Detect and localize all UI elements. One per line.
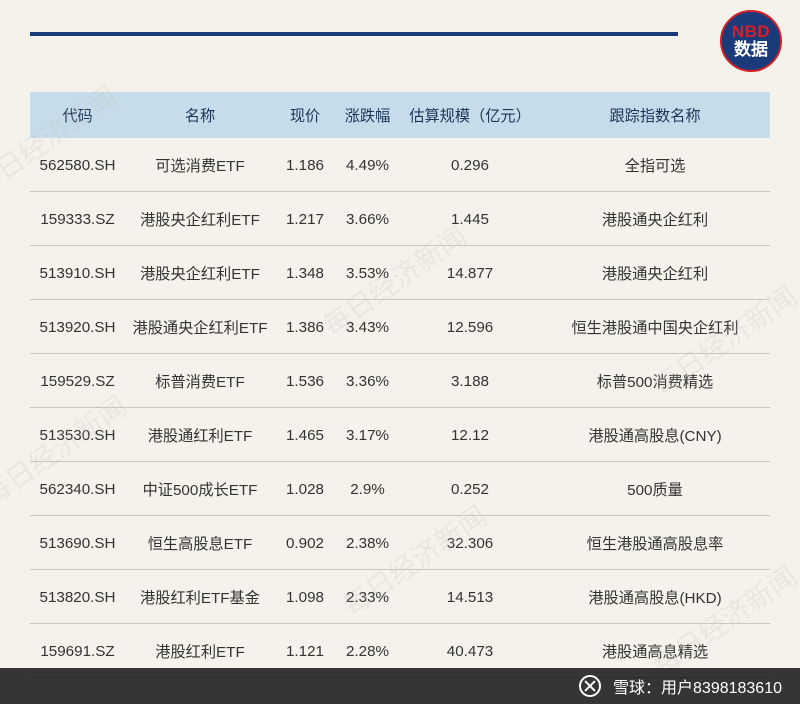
- col-header-price: 现价: [275, 92, 335, 138]
- table-row: 513820.SH港股红利ETF基金1.0982.33%14.513港股通高股息…: [30, 570, 770, 624]
- cell-name: 可选消费ETF: [125, 138, 275, 192]
- col-header-aum: 估算规模（亿元）: [400, 92, 540, 138]
- cell-aum: 0.296: [400, 138, 540, 192]
- cell-chg: 4.49%: [335, 138, 400, 192]
- cell-code: 159529.SZ: [30, 354, 125, 408]
- etf-table-head: 代码名称现价涨跌幅估算规模（亿元）跟踪指数名称: [30, 92, 770, 138]
- cell-index: 500质量: [540, 462, 770, 516]
- cell-name: 港股红利ETF基金: [125, 570, 275, 624]
- col-header-chg: 涨跌幅: [335, 92, 400, 138]
- footer-attribution: 雪球：用户8398183610: [0, 668, 800, 704]
- nbd-badge-bottom: 数据: [734, 41, 768, 59]
- cell-index: 全指可选: [540, 138, 770, 192]
- cell-chg: 3.36%: [335, 354, 400, 408]
- cell-aum: 3.188: [400, 354, 540, 408]
- cell-aum: 12.12: [400, 408, 540, 462]
- cell-price: 0.902: [275, 516, 335, 570]
- cell-index: 港股通央企红利: [540, 246, 770, 300]
- col-header-code: 代码: [30, 92, 125, 138]
- cell-price: 1.217: [275, 192, 335, 246]
- etf-table-body: 562580.SH可选消费ETF1.1864.49%0.296全指可选15933…: [30, 138, 770, 678]
- table-row: 513920.SH港股通央企红利ETF1.3863.43%12.596恒生港股通…: [30, 300, 770, 354]
- col-header-name: 名称: [125, 92, 275, 138]
- cell-code: 562580.SH: [30, 138, 125, 192]
- table-row: 513530.SH港股通红利ETF1.4653.17%12.12港股通高股息(C…: [30, 408, 770, 462]
- table-row: 562580.SH可选消费ETF1.1864.49%0.296全指可选: [30, 138, 770, 192]
- cell-index: 港股通央企红利: [540, 192, 770, 246]
- table-row: 513690.SH恒生高股息ETF0.9022.38%32.306恒生港股通高股…: [30, 516, 770, 570]
- table-row: 562340.SH中证500成长ETF1.0282.9%0.252500质量: [30, 462, 770, 516]
- cell-price: 1.536: [275, 354, 335, 408]
- cell-name: 港股央企红利ETF: [125, 246, 275, 300]
- nbd-badge-top: NBD: [732, 23, 770, 41]
- cell-chg: 3.17%: [335, 408, 400, 462]
- cell-name: 标普消费ETF: [125, 354, 275, 408]
- cell-name: 港股通央企红利ETF: [125, 300, 275, 354]
- cell-index: 港股通高股息(HKD): [540, 570, 770, 624]
- cell-name: 恒生高股息ETF: [125, 516, 275, 570]
- cell-aum: 12.596: [400, 300, 540, 354]
- cell-aum: 0.252: [400, 462, 540, 516]
- xueqiu-icon: [579, 675, 601, 697]
- cell-code: 513820.SH: [30, 570, 125, 624]
- cell-name: 中证500成长ETF: [125, 462, 275, 516]
- cell-code: 513690.SH: [30, 516, 125, 570]
- footer-text: 雪球：用户8398183610: [613, 674, 782, 698]
- header-rule: [30, 32, 678, 36]
- cell-price: 1.098: [275, 570, 335, 624]
- cell-name: 港股央企红利ETF: [125, 192, 275, 246]
- cell-code: 513910.SH: [30, 246, 125, 300]
- cell-chg: 2.9%: [335, 462, 400, 516]
- col-header-index: 跟踪指数名称: [540, 92, 770, 138]
- cell-index: 恒生港股通中国央企红利: [540, 300, 770, 354]
- cell-code: 513920.SH: [30, 300, 125, 354]
- cell-chg: 2.38%: [335, 516, 400, 570]
- cell-price: 1.348: [275, 246, 335, 300]
- table-row: 159529.SZ标普消费ETF1.5363.36%3.188标普500消费精选: [30, 354, 770, 408]
- cell-index: 港股通高股息(CNY): [540, 408, 770, 462]
- cell-chg: 3.66%: [335, 192, 400, 246]
- cell-name: 港股通红利ETF: [125, 408, 275, 462]
- cell-price: 1.386: [275, 300, 335, 354]
- cell-chg: 3.43%: [335, 300, 400, 354]
- cell-chg: 3.53%: [335, 246, 400, 300]
- cell-aum: 1.445: [400, 192, 540, 246]
- cell-chg: 2.33%: [335, 570, 400, 624]
- etf-table: 代码名称现价涨跌幅估算规模（亿元）跟踪指数名称 562580.SH可选消费ETF…: [30, 92, 770, 678]
- table-row: 159333.SZ港股央企红利ETF1.2173.66%1.445港股通央企红利: [30, 192, 770, 246]
- cell-price: 1.465: [275, 408, 335, 462]
- cell-code: 513530.SH: [30, 408, 125, 462]
- nbd-badge: NBD 数据: [720, 10, 782, 72]
- cell-aum: 14.513: [400, 570, 540, 624]
- cell-price: 1.028: [275, 462, 335, 516]
- cell-aum: 14.877: [400, 246, 540, 300]
- cell-index: 标普500消费精选: [540, 354, 770, 408]
- cell-price: 1.186: [275, 138, 335, 192]
- etf-table-container: 代码名称现价涨跌幅估算规模（亿元）跟踪指数名称 562580.SH可选消费ETF…: [30, 92, 770, 678]
- cell-aum: 32.306: [400, 516, 540, 570]
- table-row: 513910.SH港股央企红利ETF1.3483.53%14.877港股通央企红…: [30, 246, 770, 300]
- cell-code: 562340.SH: [30, 462, 125, 516]
- cell-code: 159333.SZ: [30, 192, 125, 246]
- cell-index: 恒生港股通高股息率: [540, 516, 770, 570]
